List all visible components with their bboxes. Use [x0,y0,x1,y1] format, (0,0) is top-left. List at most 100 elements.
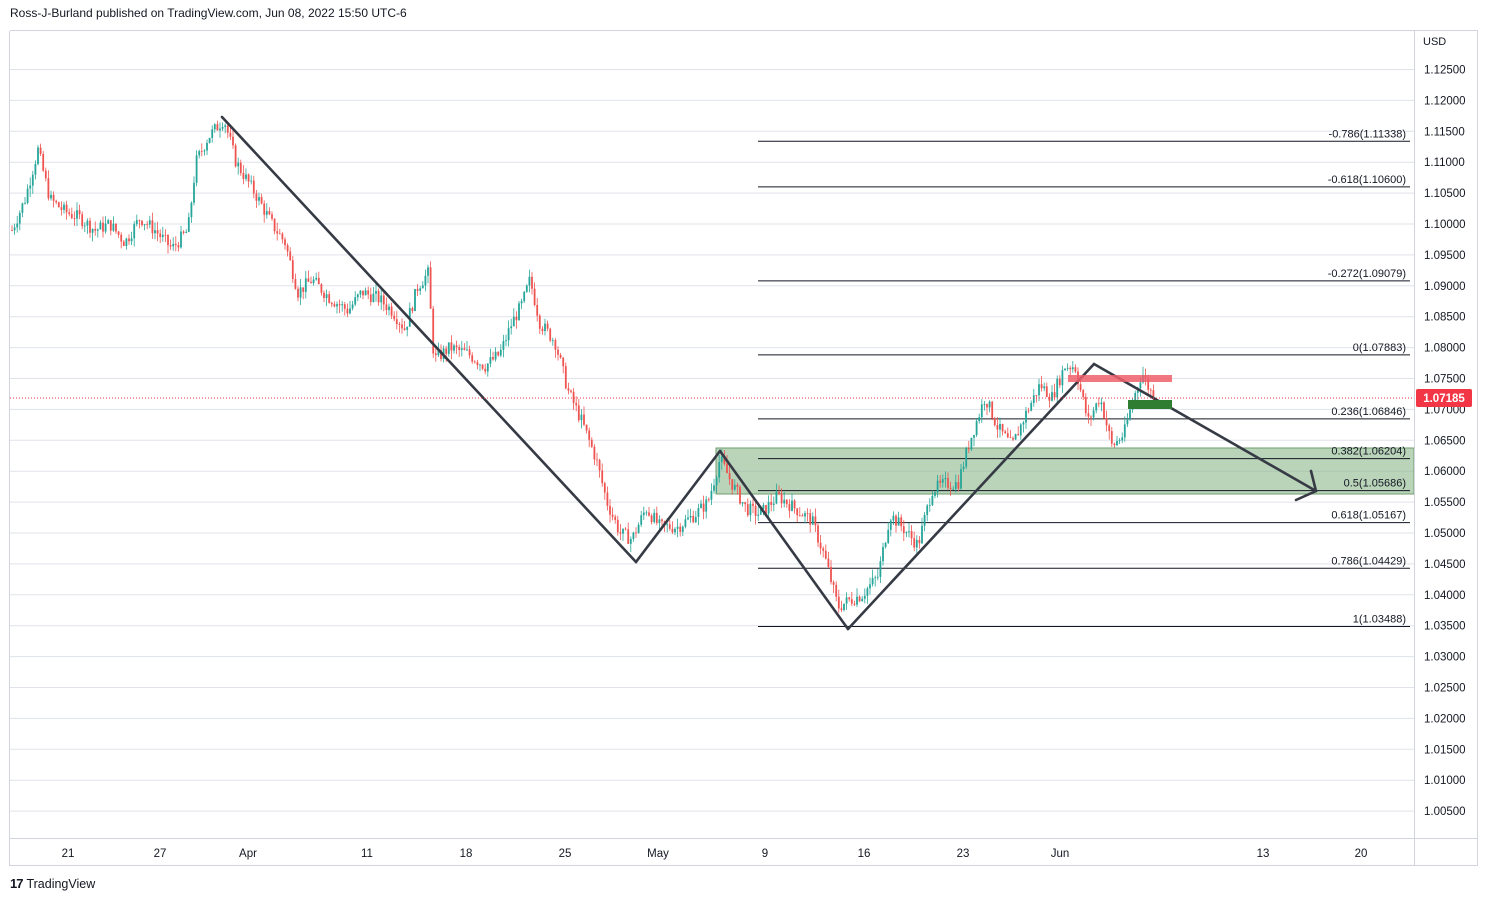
resistance-box [1068,375,1172,382]
candle-body [1100,402,1103,405]
current-price-tag-text: 1.07185 [1423,393,1465,405]
candle-body [676,526,679,529]
candle-body [767,501,770,514]
candle-body [822,548,825,551]
candle-body [135,220,138,225]
candle-body [1110,431,1113,444]
candle-body [125,238,128,246]
candle-body [31,174,34,186]
candle-body [268,211,271,215]
trendline-up-1 [634,449,722,564]
candle-body [902,526,905,534]
candle-body [684,519,687,527]
candle-body [557,349,559,355]
candle-body [130,238,133,242]
candle-body [980,404,983,418]
candle-body [915,539,918,548]
candle-body [819,542,822,549]
candle-body [720,456,723,463]
candle-body [468,349,471,356]
candle-body [226,125,229,133]
candle-body [637,524,640,534]
candle-body [1053,392,1056,398]
candle-body [1079,384,1082,391]
fib-zone [715,447,1415,495]
candle-body [583,414,585,425]
candle-body [910,531,913,539]
candle-body [375,291,377,294]
candle-body [479,364,481,366]
y-axis[interactable]: USD 1.12500 1.12000 1.11500 1.11000 1.10500 1… [1423,36,1466,818]
candle-body [182,231,185,233]
candle-body [1147,377,1150,390]
candle-body [367,290,370,295]
candle-body [575,403,578,406]
candle-body [528,276,531,286]
candle-body [536,305,539,316]
candle-body [863,595,866,599]
candle-body [897,517,900,526]
candle-body [453,345,455,351]
candle-body [689,515,692,518]
currency-label: USD [1423,36,1446,48]
candle-body [765,505,767,514]
candle-body [580,414,583,421]
candle-body [190,202,193,218]
candle-body [622,528,624,534]
candle-body [900,517,903,527]
candle-body [531,276,533,289]
grid-lines [10,69,1414,812]
y-tick-label: 1.12500 [1424,65,1466,77]
y-tick-label: 1.00500 [1424,806,1466,818]
candle-body [507,328,510,341]
candle-body [1051,392,1053,401]
candle-body [931,495,934,506]
candle-body [590,439,593,447]
candle-body [817,525,819,543]
candle-body [874,577,877,579]
candle-body [627,529,630,544]
candle-body [104,223,107,232]
candle-body [648,512,650,516]
candle-body [63,204,65,210]
candle-body [434,353,437,356]
candle-body [143,224,146,226]
candle-body [1136,388,1139,393]
candle-body [848,597,851,600]
candle-body [796,508,799,516]
candle-body [809,513,812,525]
candle-body [892,515,895,521]
candle-body [811,516,814,525]
candle-body [141,220,143,226]
candle-body [830,566,832,583]
candle-body [263,203,266,215]
candle-body [401,324,403,329]
x-axis[interactable]: 21 27 Apr 11 18 25 May 9 16 23 Jun 13 20 [62,848,1368,860]
candle-body [122,241,125,246]
candle-body [341,304,344,306]
projection-arrow-head [1294,469,1318,502]
candle-body [128,238,130,242]
candle-body [856,596,858,605]
candle-body [484,368,487,372]
y-tick-label: 1.03500 [1424,621,1466,633]
plot-area[interactable] [10,31,1414,838]
candle-body [780,493,783,504]
candle-body [26,188,29,203]
candle-body [44,170,47,179]
candle-body [406,326,409,330]
candle-body [167,234,169,246]
candle-body [393,315,396,320]
candle-body [115,223,117,232]
candle-body [349,308,351,314]
candle-body [265,211,268,215]
candle-body [96,229,99,231]
candle-body [398,324,401,325]
candle-body [499,349,502,356]
candle-body [611,514,614,517]
candle-body [973,435,975,438]
candle-body [739,486,741,504]
y-tick-label: 1.01500 [1424,744,1466,756]
candle-body [73,218,76,219]
